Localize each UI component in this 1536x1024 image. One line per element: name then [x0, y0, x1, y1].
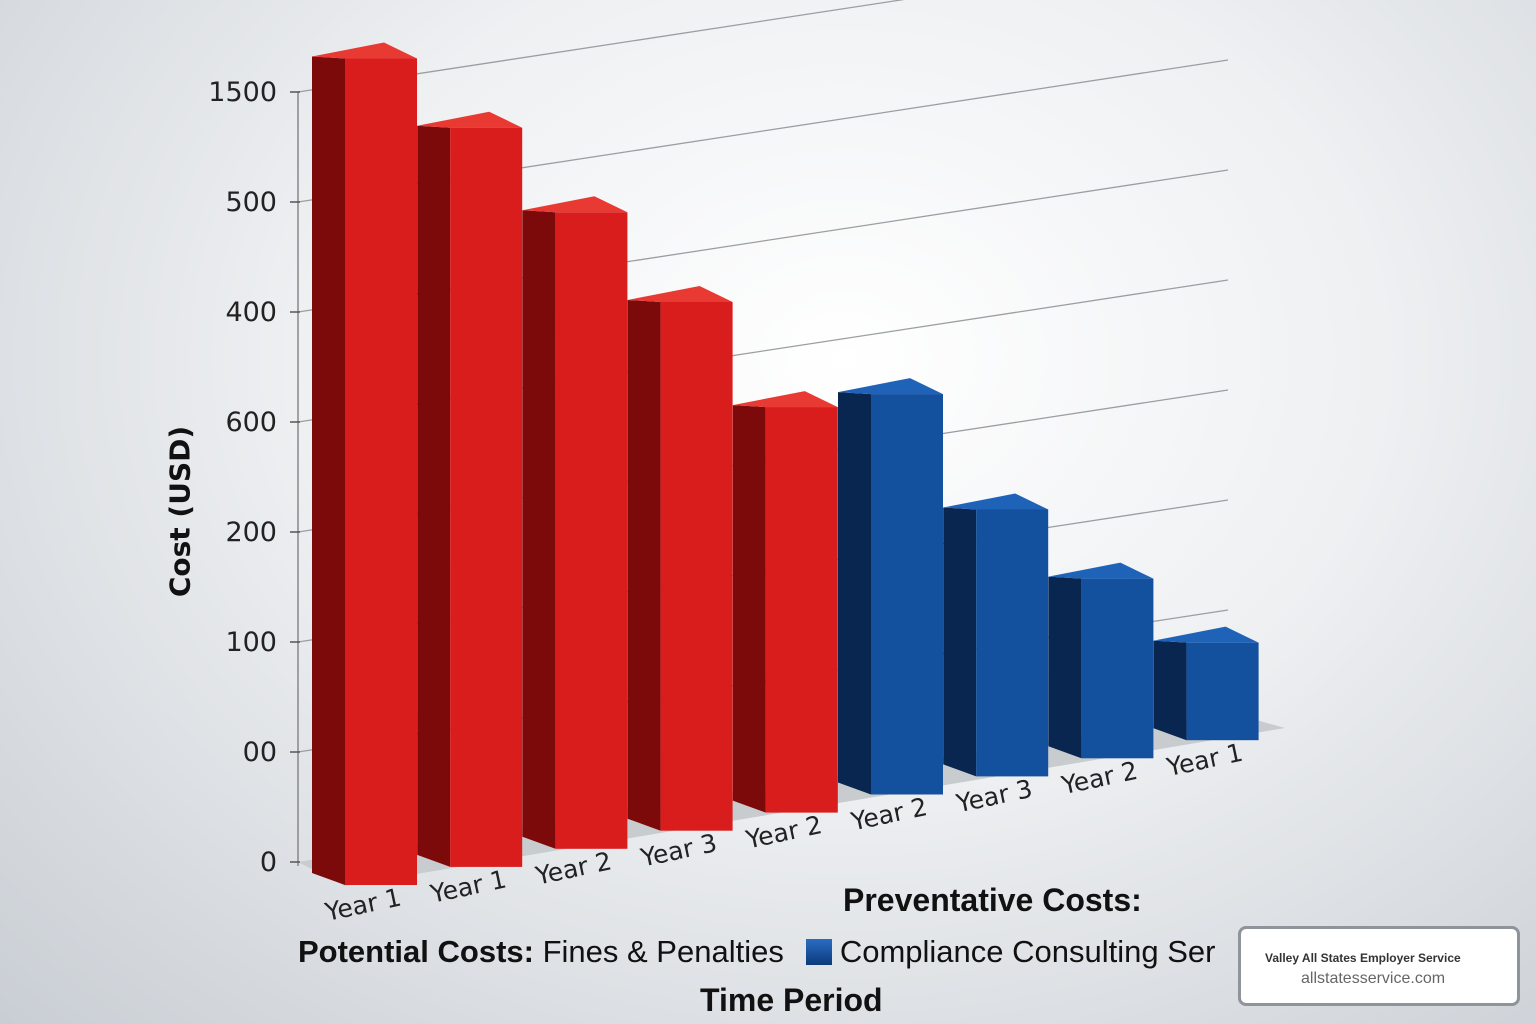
legend-potential-text: Fines & Penalties	[542, 934, 784, 969]
badge-company-name: Valley All States Employer Service	[1265, 951, 1461, 965]
bar	[765, 407, 838, 813]
bar	[871, 394, 943, 795]
bar-side	[732, 405, 766, 813]
bar	[976, 509, 1049, 777]
y-tick-label: 400	[225, 297, 277, 328]
bar	[1186, 642, 1259, 741]
y-tick-label: 200	[225, 517, 277, 548]
bar-side	[838, 392, 871, 795]
bar-top	[627, 285, 733, 302]
y-tick-label: 00	[243, 737, 277, 768]
bar	[345, 58, 417, 886]
gridline	[297, 0, 905, 93]
bar	[450, 127, 523, 867]
bar-side	[417, 125, 451, 867]
bar-top	[1048, 562, 1154, 579]
legend-preventative-text: Compliance Consulting Ser	[839, 934, 1216, 969]
bar	[555, 212, 628, 849]
bar-top	[732, 391, 838, 408]
y-tick-label: 600	[225, 407, 277, 438]
bar-top	[522, 196, 628, 213]
y-axis-title: Cost (USD)	[163, 425, 197, 598]
y-tick-label: 100	[225, 627, 277, 658]
y-tick-label: 0	[260, 847, 277, 878]
bar-side	[943, 507, 977, 777]
y-tick-label: 1500	[208, 77, 277, 108]
x-tick-label: Year 2	[532, 846, 614, 891]
legend: Potential Costs: Fines & Penalties Compli…	[298, 934, 1215, 970]
bar-top	[417, 111, 523, 128]
bar-side	[522, 210, 556, 849]
legend-blue-swatch	[805, 939, 832, 965]
x-tick-label: Year 1	[322, 883, 404, 928]
bar	[660, 301, 733, 831]
legend-preventative-title: Preventative Costs:	[843, 882, 1142, 918]
bar-top	[943, 493, 1049, 510]
bar-side	[627, 299, 661, 831]
bar-top	[1153, 626, 1259, 643]
x-axis-title: Time Period	[700, 982, 883, 1018]
bar-side	[1153, 640, 1187, 741]
y-tick-label: 500	[225, 187, 277, 218]
legend-potential-title: Potential Costs:	[298, 934, 534, 969]
x-tick-label: Year 3	[637, 828, 719, 873]
x-tick-label: Year 1	[427, 864, 509, 909]
bar-side	[1048, 576, 1082, 759]
watermark-badge: Valley All States Employer Service allst…	[1238, 926, 1520, 1006]
bar-side	[312, 56, 345, 886]
bar	[1081, 578, 1154, 759]
bar-top	[312, 42, 417, 59]
bar-top	[838, 378, 943, 395]
badge-url: allstatesservice.com	[1301, 970, 1446, 987]
